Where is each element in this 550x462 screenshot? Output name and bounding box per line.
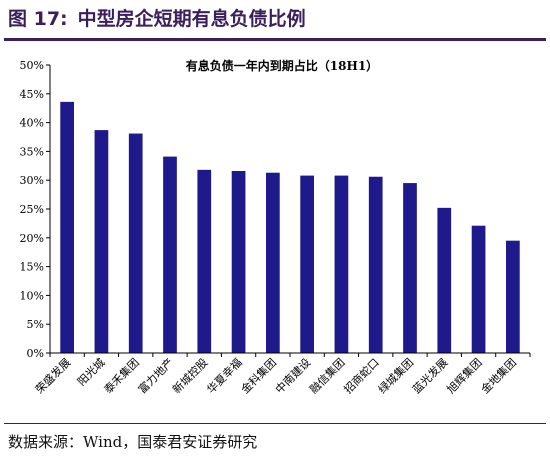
bar bbox=[60, 101, 74, 353]
source-note: 数据来源：Wind，国泰君安证券研究 bbox=[8, 433, 258, 451]
bar bbox=[403, 183, 417, 353]
header-rule bbox=[4, 38, 546, 41]
y-tick-label: 40% bbox=[20, 117, 44, 130]
bar bbox=[437, 207, 452, 353]
chart-title: 有息负债一年内到期占比（18H1） bbox=[186, 58, 378, 73]
bar bbox=[94, 130, 109, 353]
bar bbox=[368, 176, 383, 353]
figure-header: 图 17: 中型房企短期有息负债比例 bbox=[8, 4, 542, 34]
y-tick-label: 20% bbox=[20, 232, 44, 245]
x-tick-label: 阳光城 bbox=[74, 355, 107, 388]
x-axis: 荣盛发展 阳光城泰禾集团富力地产新城控股华夏幸福金科集团中南建设融信集团招商蛇口绿… bbox=[32, 352, 531, 396]
bar bbox=[163, 156, 177, 353]
x-tick-label: 富力地产 bbox=[135, 355, 176, 396]
y-tick-label: 5% bbox=[27, 318, 44, 331]
bar bbox=[334, 175, 349, 353]
figure-number: 图 17: bbox=[8, 8, 68, 30]
y-tick-label: 10% bbox=[20, 289, 44, 302]
x-tick-label: 绿城集团 bbox=[375, 355, 416, 396]
bar bbox=[266, 172, 280, 353]
bar bbox=[300, 175, 314, 353]
y-tick-label: 35% bbox=[20, 145, 44, 158]
bar bbox=[128, 133, 143, 353]
y-tick-label: 50% bbox=[20, 59, 44, 72]
x-tick-label: 招商蛇口 bbox=[341, 355, 382, 396]
y-tick-label: 45% bbox=[20, 88, 44, 101]
y-axis: 0% 5% 10% 15% 20% 25% 30% 35% 40% 45% 50% bbox=[20, 59, 51, 360]
x-tick-label: 新城控股 bbox=[169, 355, 210, 396]
x-tick-label: 金地集团 bbox=[478, 355, 519, 396]
x-tick-label: 中南建设 bbox=[272, 355, 313, 396]
y-tick-label: 30% bbox=[20, 174, 44, 187]
x-tick-label: 荣盛发展 bbox=[32, 355, 73, 396]
footer-rule bbox=[4, 423, 546, 424]
bars bbox=[60, 101, 520, 353]
x-tick-label: 泰禾集团 bbox=[101, 355, 142, 396]
bar bbox=[197, 169, 212, 353]
x-tick-label: 蓝光发展 bbox=[409, 355, 450, 396]
bar bbox=[506, 240, 520, 353]
x-tick-label: 融信集团 bbox=[307, 355, 348, 396]
x-tick-label: 金科集团 bbox=[238, 355, 279, 396]
bar-chart: 有息负债一年内到期占比（18H1） 0% 5% 10% 15% 20% 25% 30% 35%… bbox=[20, 58, 531, 396]
bar bbox=[231, 170, 246, 353]
figure-title: 中型房企短期有息负债比例 bbox=[77, 8, 306, 30]
y-tick-label: 25% bbox=[20, 203, 44, 216]
x-tick-label: 旭辉集团 bbox=[444, 355, 485, 396]
x-tick-label: 华夏幸福 bbox=[204, 355, 245, 396]
y-tick-label: 0% bbox=[27, 347, 44, 360]
y-tick-label: 15% bbox=[20, 261, 44, 274]
bar bbox=[471, 225, 486, 353]
